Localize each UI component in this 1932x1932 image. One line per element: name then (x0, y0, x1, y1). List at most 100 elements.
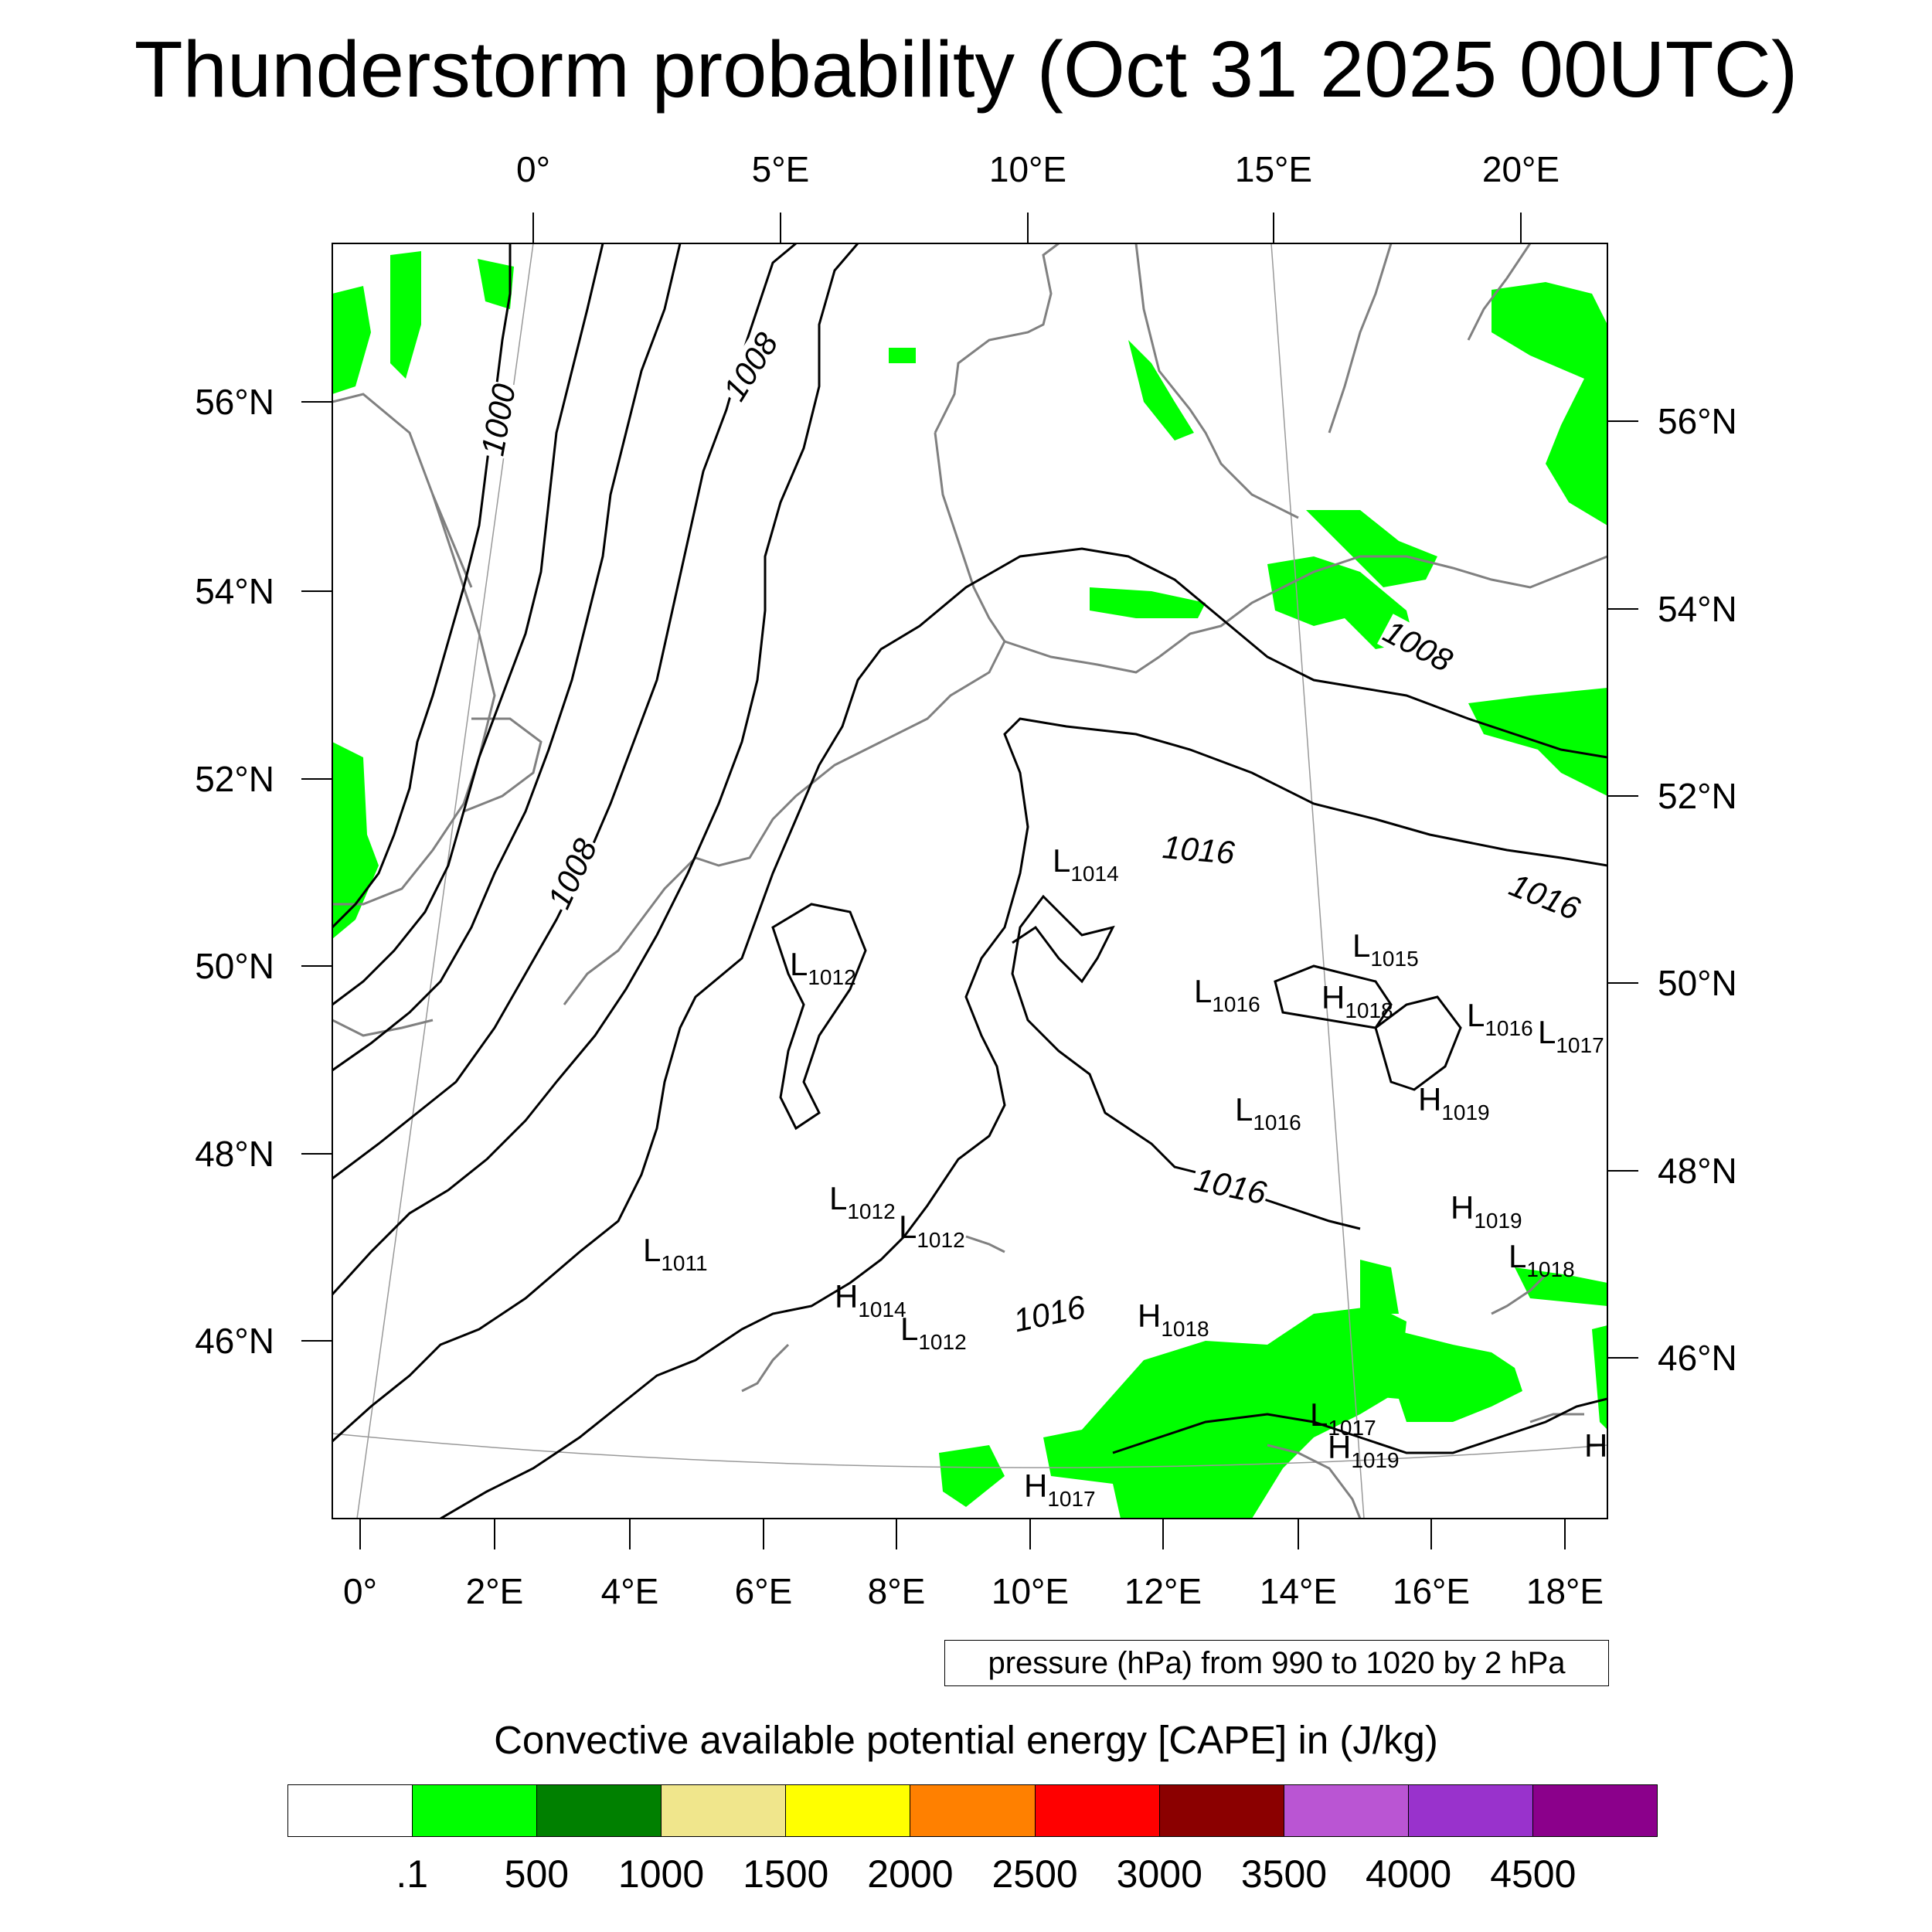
pressure-center-value: 1012 (808, 965, 855, 989)
contour-label-bg (1376, 614, 1459, 679)
coastline (563, 641, 1006, 1005)
plot-area (332, 243, 1607, 1519)
bottom-lon-label: 0° (343, 1571, 377, 1611)
coastline (1004, 555, 1607, 674)
coastline (1529, 1413, 1584, 1423)
left-lat-label: 52°N (195, 759, 274, 799)
right-lat-label: 46°N (1658, 1338, 1737, 1378)
bottom-lon-label: 8°E (868, 1571, 926, 1611)
coastline (463, 717, 543, 813)
left-lat-label: 50°N (195, 946, 274, 986)
contour-label-bg (475, 380, 522, 460)
isobar (1374, 995, 1462, 1091)
pressure-center-value: 1011 (661, 1251, 707, 1275)
pressure-center-type: H (1451, 1189, 1474, 1226)
pressure-center-label: H (1584, 1427, 1607, 1464)
pressure-center-type: L (1352, 927, 1370, 964)
coastline (965, 1235, 1005, 1253)
contour-label: 1016 (1161, 828, 1236, 871)
top-lon-label: 20°E (1482, 149, 1560, 189)
coastline (332, 393, 496, 906)
pressure-center-type: L (829, 1180, 847, 1216)
colorbar (287, 1784, 1658, 1837)
isobar (332, 243, 859, 1296)
isobar (771, 903, 867, 1131)
coastline (431, 494, 473, 588)
pressure-center-label: L1016 (1467, 997, 1533, 1040)
pressure-center-value: 1019 (1351, 1448, 1399, 1472)
colorbar-swatch (786, 1785, 911, 1836)
pressure-center-label: H1019 (1328, 1429, 1400, 1472)
pressure-center-type: L (900, 1311, 918, 1347)
pressure-center-value: 1016 (1485, 1016, 1532, 1040)
pressure-center-label: L1017 (1310, 1396, 1376, 1440)
colorbar-label: 500 (504, 1852, 570, 1896)
pressure-center-value: 1018 (1345, 998, 1393, 1022)
colorbar-swatch (1284, 1785, 1409, 1836)
pressure-center-value: 1019 (1474, 1209, 1522, 1233)
pressure-center-value: 1012 (847, 1199, 895, 1223)
cape-area (332, 286, 371, 394)
bottom-lon-label: 4°E (601, 1571, 659, 1611)
graticule-lat-45n (332, 1433, 1607, 1468)
pressure-center-type: L (1235, 1091, 1253, 1128)
colorbar-label: 1000 (617, 1852, 705, 1896)
pressure-center-label: H1019 (1418, 1081, 1490, 1124)
coastline (934, 432, 1006, 642)
pressure-center-type: L (643, 1232, 661, 1268)
contour-label-bg (1503, 867, 1586, 927)
colorbar-label: 3500 (1240, 1852, 1328, 1896)
pressure-center-value: 1012 (917, 1228, 964, 1252)
pressure-center-type: H (1024, 1468, 1047, 1504)
colorbar-swatch (1532, 1785, 1658, 1836)
bottom-lon-label: 18°E (1526, 1571, 1604, 1611)
pressure-legend: pressure (hPa) from 990 to 1020 by 2 hPa (944, 1640, 1609, 1686)
pressure-center-label: L1012 (829, 1180, 896, 1223)
top-lon-label: 15°E (1235, 149, 1312, 189)
bottom-lon-label: 6°E (735, 1571, 793, 1611)
cape-area (1306, 510, 1437, 587)
pressure-center-value: 1017 (1556, 1033, 1604, 1057)
colorbar-label: 2500 (992, 1852, 1078, 1896)
pressure-center-type: L (1509, 1238, 1526, 1274)
pressure-center-value: 1015 (1370, 947, 1418, 971)
cape-area (1515, 1267, 1607, 1306)
pressure-center-label: L1012 (790, 946, 856, 989)
isobar (332, 243, 512, 929)
isobar (440, 717, 1607, 1519)
pressure-center-value: 1012 (918, 1330, 966, 1354)
pressure-center-value: 1018 (1161, 1317, 1209, 1341)
cape-area (390, 251, 421, 379)
pressure-center-label: L1012 (899, 1209, 965, 1252)
pressure-center-value: 1017 (1328, 1416, 1376, 1440)
coastline (1134, 243, 1299, 519)
right-lat-label: 50°N (1658, 963, 1737, 1003)
colorbar-swatch (537, 1785, 662, 1836)
pressure-center-label: L1015 (1352, 927, 1419, 971)
right-lat-label: 52°N (1658, 776, 1737, 816)
colorbar-labels: .1 500 1000 1500 2000 2500 3000 3500 4000 4500 (0, 1851, 1932, 1897)
graticule-lon-15e (1270, 243, 1365, 1519)
cape-area (1306, 1329, 1522, 1422)
colorbar-swatch (910, 1785, 1036, 1836)
bottom-lon-label: 16°E (1393, 1571, 1470, 1611)
colorbar-swatch (1035, 1785, 1160, 1836)
pressure-center-type: H (1138, 1298, 1161, 1334)
bottom-lon-label: 14°E (1260, 1571, 1337, 1611)
colorbar-swatch (662, 1785, 787, 1836)
pressure-center-value: 1017 (1047, 1487, 1095, 1511)
cape-area (939, 1445, 1005, 1507)
pressure-center-type: L (1538, 1014, 1556, 1050)
contour-label-bg (1160, 829, 1237, 871)
pressure-center-type: H (1418, 1081, 1441, 1117)
coastlines (332, 243, 1607, 1519)
cape-area (1492, 282, 1607, 526)
chart-title: Thunderstorm probability (Oct 31 2025 00… (134, 25, 1798, 114)
contour-label-bg (1190, 1162, 1270, 1211)
colorbar-label: 1500 (743, 1852, 829, 1896)
pressure-center-label: H1019 (1451, 1189, 1522, 1233)
pressure-center-value: 1014 (1070, 862, 1118, 886)
coastline (741, 1343, 790, 1393)
colorbar-swatch (413, 1785, 538, 1836)
